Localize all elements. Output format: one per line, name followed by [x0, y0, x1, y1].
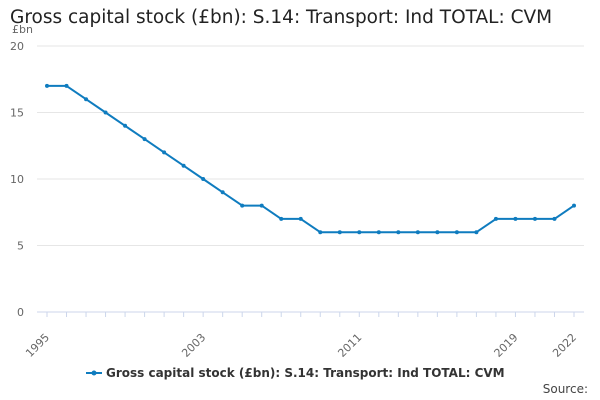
data-point[interactable] [572, 203, 576, 208]
x-tick-label: 2011 [335, 331, 364, 360]
data-point[interactable] [435, 230, 440, 235]
chart-title: Gross capital stock (£bn): S.14: Transpo… [10, 7, 553, 28]
data-point[interactable] [162, 150, 167, 155]
data-point[interactable] [337, 230, 342, 235]
y-axis-unit: £bn [12, 23, 33, 36]
x-tick-label: 2003 [179, 331, 208, 360]
data-point[interactable] [454, 230, 459, 235]
data-point[interactable] [532, 216, 537, 221]
data-point[interactable] [357, 230, 362, 235]
data-point[interactable] [240, 203, 245, 208]
data-points [45, 83, 576, 235]
data-point[interactable] [181, 163, 186, 168]
data-point[interactable] [103, 110, 108, 115]
x-tick-label: 1995 [23, 331, 52, 360]
data-point[interactable] [279, 216, 284, 221]
data-point[interactable] [201, 177, 206, 181]
legend[interactable]: Gross capital stock (£bn): S.14: Transpo… [86, 365, 505, 381]
y-tick-label: 5 [17, 240, 24, 253]
series-lines [47, 84, 575, 234]
legend-label: Gross capital stock (£bn): S.14: Transpo… [106, 366, 505, 380]
y-tick-label: 20 [10, 40, 24, 53]
series-line [47, 84, 575, 234]
data-point[interactable] [376, 230, 381, 235]
data-point[interactable] [415, 230, 420, 235]
y-tick-label: 0 [17, 306, 24, 319]
data-point[interactable] [220, 190, 225, 195]
y-tick-labels: 0 5 10 15 20 [10, 40, 24, 319]
data-point[interactable] [396, 230, 401, 235]
data-point[interactable] [64, 83, 69, 88]
data-point[interactable] [123, 123, 128, 128]
data-point[interactable] [552, 216, 557, 221]
data-point[interactable] [45, 83, 49, 88]
legend-swatch-icon [86, 370, 102, 376]
grid-lines [37, 45, 584, 246]
x-tick-label: 2019 [492, 331, 521, 360]
data-point[interactable] [84, 97, 89, 102]
data-point[interactable] [318, 230, 323, 235]
x-tick-labels: 1995 2003 2011 2019 2022 [23, 331, 579, 360]
source-label: Source: [542, 382, 588, 396]
data-point[interactable] [142, 137, 147, 142]
x-tick-label: 2022 [550, 331, 579, 360]
data-point[interactable] [493, 216, 498, 221]
data-point[interactable] [298, 216, 303, 221]
y-tick-label: 10 [10, 173, 24, 186]
y-tick-label: 15 [10, 107, 24, 120]
data-point[interactable] [474, 230, 479, 235]
data-point[interactable] [259, 203, 264, 208]
axes [37, 311, 584, 317]
data-point[interactable] [513, 216, 518, 221]
